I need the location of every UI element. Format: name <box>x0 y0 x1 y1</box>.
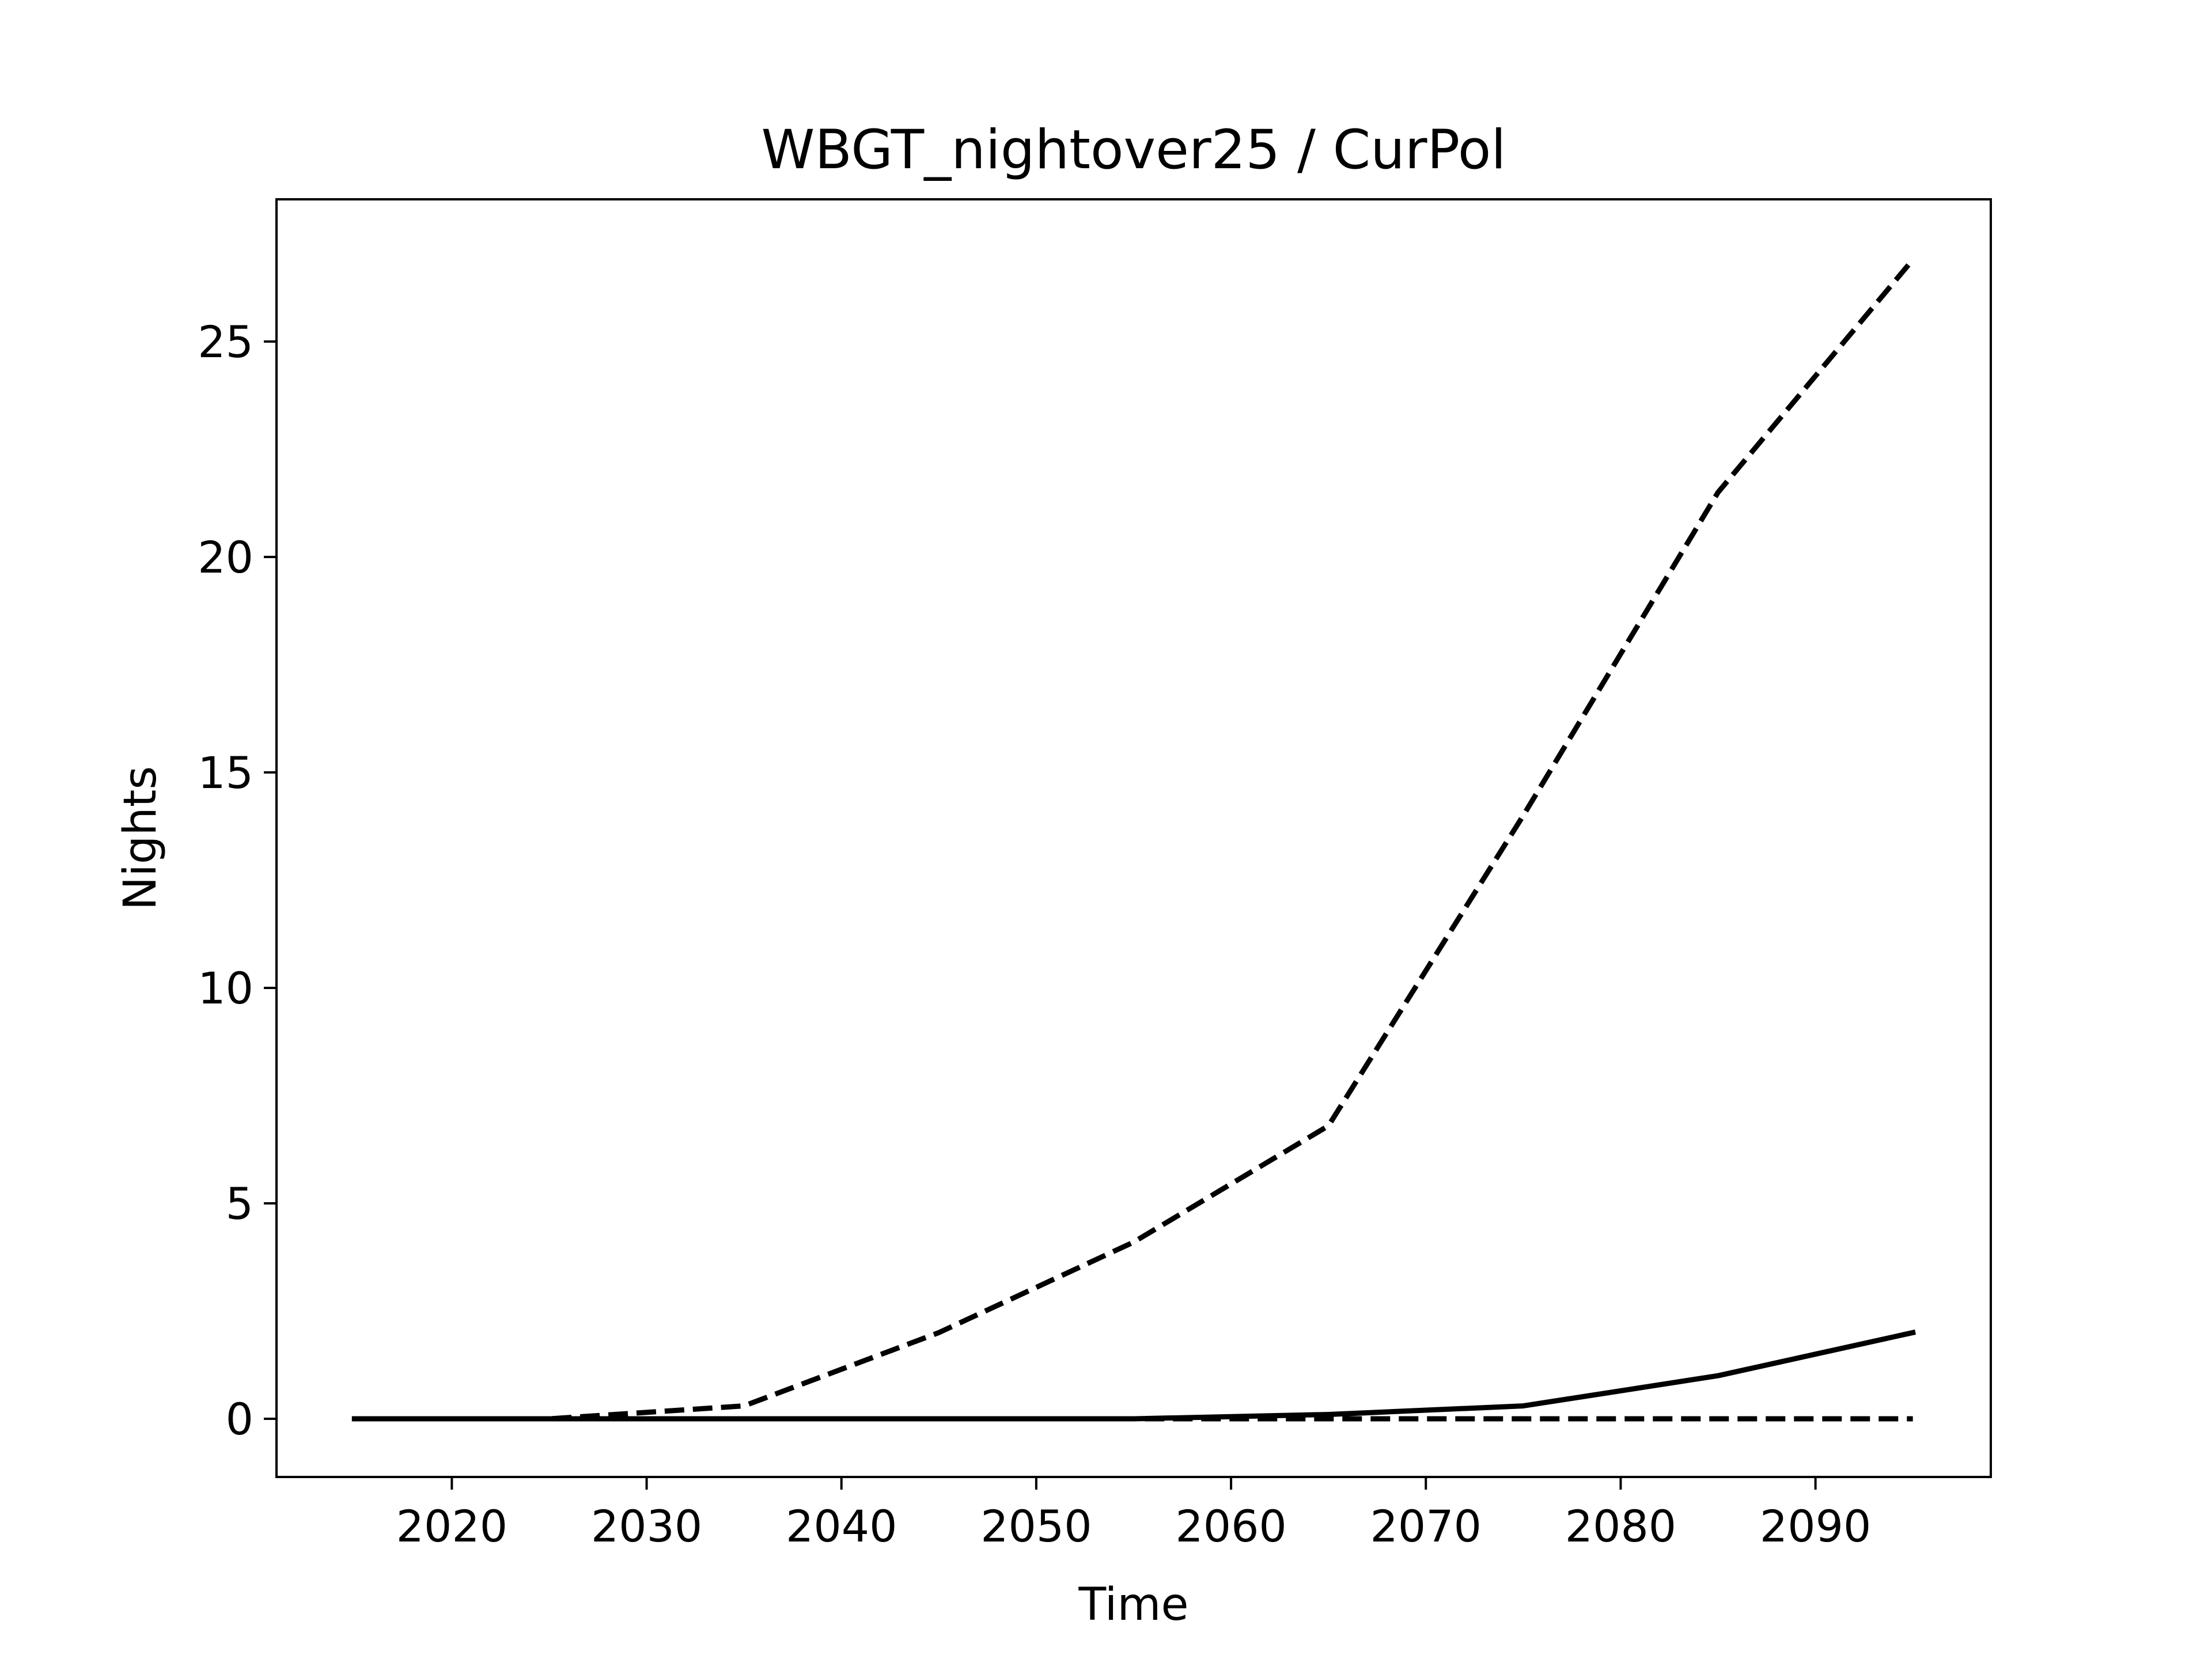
y-tick-label: 15 <box>198 747 253 798</box>
y-tick-label: 5 <box>226 1178 253 1229</box>
x-tick-label: 2080 <box>1565 1501 1676 1552</box>
y-tick-label: 20 <box>198 532 253 583</box>
plot-frame <box>275 198 1992 1478</box>
y-tick-label: 10 <box>198 963 253 1014</box>
x-tick-label: 2020 <box>396 1501 507 1552</box>
x-tick-label: 2070 <box>1370 1501 1482 1552</box>
chart-title: WBGT_nightover25 / CurPol <box>762 119 1506 181</box>
plot-area <box>351 257 1916 1422</box>
axis-ticks: 2020 2030 2040 2050 2060 2070 2080 2090 0 5 10 15 20… <box>198 316 1871 1552</box>
y-axis-label: Nights <box>115 766 166 910</box>
x-tick-label: 2040 <box>786 1501 897 1552</box>
x-tick-label: 2050 <box>980 1501 1092 1552</box>
y-tick-label: 0 <box>226 1393 253 1445</box>
series-line-2 <box>354 257 1915 1422</box>
x-tick-label: 2030 <box>591 1501 702 1552</box>
y-tick-label: 25 <box>198 316 253 368</box>
x-tick-label: 2090 <box>1760 1501 1871 1552</box>
x-axis-label: Time <box>1078 1579 1189 1631</box>
x-tick-label: 2060 <box>1175 1501 1286 1552</box>
